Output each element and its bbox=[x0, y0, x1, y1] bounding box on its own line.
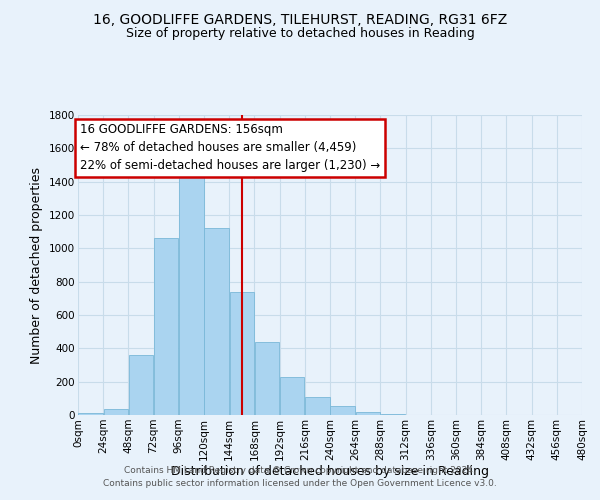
Bar bbox=[381, 414, 405, 415]
Text: 16 GOODLIFFE GARDENS: 156sqm
← 78% of detached houses are smaller (4,459)
22% of: 16 GOODLIFFE GARDENS: 156sqm ← 78% of de… bbox=[80, 124, 380, 172]
Bar bbox=[179, 172, 203, 415]
Bar bbox=[305, 396, 329, 415]
Bar bbox=[255, 342, 279, 415]
Bar bbox=[230, 292, 254, 415]
Bar bbox=[280, 376, 304, 415]
Bar bbox=[205, 228, 229, 415]
Bar bbox=[104, 409, 128, 415]
Bar bbox=[79, 412, 103, 415]
Text: Contains HM Land Registry data © Crown copyright and database right 2024.
Contai: Contains HM Land Registry data © Crown c… bbox=[103, 466, 497, 487]
Bar bbox=[356, 412, 380, 415]
Bar bbox=[331, 406, 355, 415]
Text: 16, GOODLIFFE GARDENS, TILEHURST, READING, RG31 6FZ: 16, GOODLIFFE GARDENS, TILEHURST, READIN… bbox=[93, 12, 507, 26]
Bar bbox=[154, 238, 178, 415]
Text: Size of property relative to detached houses in Reading: Size of property relative to detached ho… bbox=[125, 28, 475, 40]
X-axis label: Distribution of detached houses by size in Reading: Distribution of detached houses by size … bbox=[171, 466, 489, 478]
Bar bbox=[129, 355, 153, 415]
Y-axis label: Number of detached properties: Number of detached properties bbox=[31, 166, 43, 364]
